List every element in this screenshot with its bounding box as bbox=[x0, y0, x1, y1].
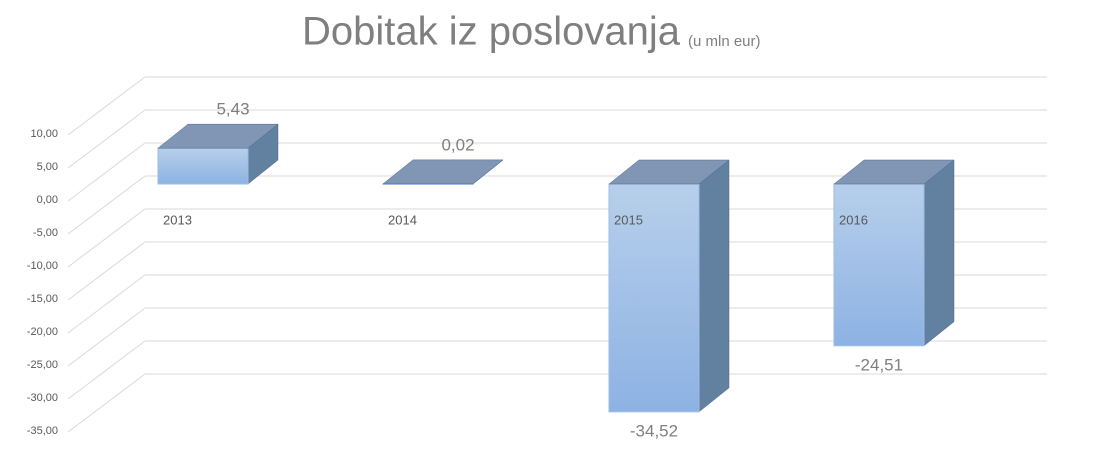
y-tick-label: -20,00 bbox=[27, 326, 58, 338]
bar-top bbox=[608, 159, 730, 185]
x-tick-label: 2015 bbox=[614, 212, 643, 227]
value-label: 5,43 bbox=[216, 100, 249, 119]
value-label: 0,02 bbox=[441, 135, 474, 154]
x-tick-label: 2013 bbox=[163, 212, 192, 227]
y-tick-label: -5,00 bbox=[33, 227, 58, 239]
bar-side bbox=[698, 159, 730, 413]
grid-line bbox=[67, 175, 146, 235]
chart-subtitle: (u mln eur) bbox=[688, 33, 761, 50]
grid-line bbox=[67, 142, 146, 202]
y-tick-label: -30,00 bbox=[27, 392, 58, 404]
grid-line bbox=[67, 373, 146, 433]
value-label: -34,52 bbox=[630, 421, 678, 440]
y-tick-label: -15,00 bbox=[27, 293, 58, 305]
grid-line bbox=[67, 109, 146, 169]
grid-line bbox=[67, 274, 146, 334]
y-tick-label: 0,00 bbox=[37, 194, 58, 206]
y-tick-label: -10,00 bbox=[27, 260, 58, 272]
y-tick-label: 5,00 bbox=[37, 161, 58, 173]
bar-top bbox=[382, 159, 504, 185]
bar-top bbox=[157, 123, 279, 149]
bar bbox=[157, 147, 249, 185]
value-label: -24,51 bbox=[855, 355, 903, 374]
grid-line bbox=[67, 340, 146, 400]
y-tick-label: -35,00 bbox=[27, 425, 58, 437]
chart-title: Dobitak iz poslovanja bbox=[302, 10, 681, 54]
bar bbox=[833, 183, 925, 347]
x-tick-label: 2014 bbox=[388, 212, 417, 227]
grid-line bbox=[67, 76, 146, 136]
grid-line bbox=[67, 208, 146, 268]
grid-line bbox=[67, 241, 146, 301]
bar bbox=[608, 183, 700, 413]
x-tick-label: 2016 bbox=[839, 212, 868, 227]
y-tick-label: -25,00 bbox=[27, 359, 58, 371]
bar-side bbox=[923, 159, 955, 347]
grid-line bbox=[67, 307, 146, 367]
bar-top bbox=[833, 159, 955, 185]
y-tick-label: 10,00 bbox=[30, 128, 58, 140]
